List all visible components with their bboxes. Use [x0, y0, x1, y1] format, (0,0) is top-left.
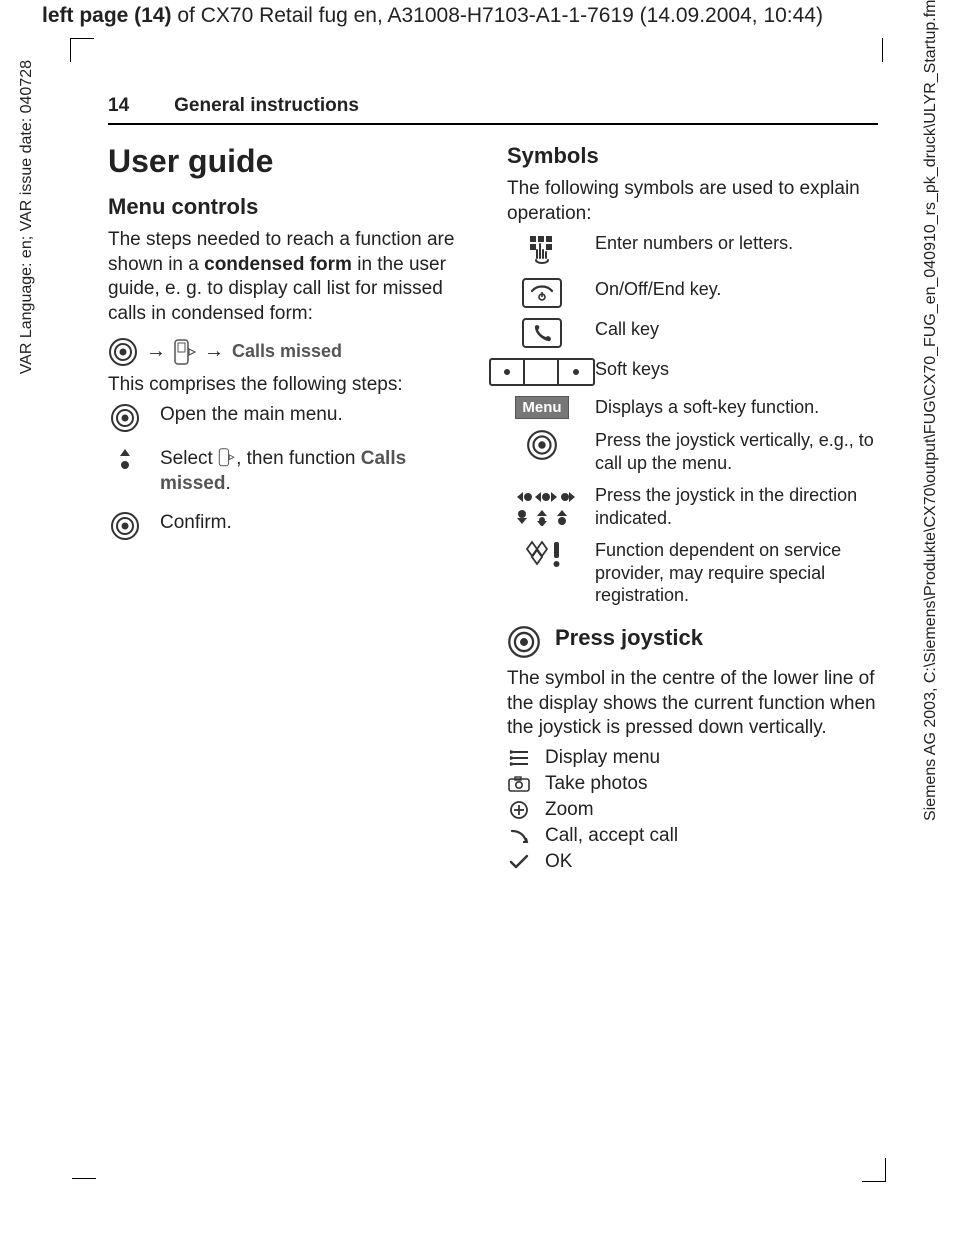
left-column: User guide Menu controls The steps neede…	[108, 143, 479, 877]
symbol-text: Function dependent on service provider, …	[595, 539, 878, 607]
symbol-text: Displays a soft-key function.	[595, 396, 878, 419]
symbol-text: Soft keys	[595, 358, 878, 381]
symbols-intro: The following symbols are used to explai…	[507, 177, 878, 226]
arrow-icon: →	[204, 340, 224, 363]
records-icon	[174, 339, 196, 365]
arrow-icon: →	[146, 340, 166, 363]
end-key-icon	[507, 278, 577, 308]
fn-row: Call, accept call	[507, 825, 878, 847]
menu-softkey-icon: Menu	[507, 396, 577, 419]
joystick-press-icon	[507, 625, 541, 659]
fn-text: Display menu	[545, 747, 660, 769]
symbol-row: Function dependent on service provider, …	[507, 539, 878, 607]
joystick-press-icon	[108, 511, 142, 541]
step2-text: Select , then function Calls missed.	[160, 447, 479, 496]
symbol-row: Call key	[507, 318, 878, 348]
call-key-icon	[507, 318, 577, 348]
press-joystick-heading: Press joystick	[507, 625, 878, 659]
running-head: 14 General instructions	[108, 95, 878, 125]
h2-menu-controls: Menu controls	[108, 194, 479, 220]
step-row: Confirm.	[108, 511, 479, 541]
fn-text: Call, accept call	[545, 825, 678, 847]
soft-keys-icon	[507, 358, 577, 386]
crop-mark	[72, 1178, 96, 1179]
symbol-row: Press the joystick in the direction indi…	[507, 484, 878, 529]
header-rest: of CX70 Retail fug en, A31008-H7103-A1-1…	[172, 4, 823, 27]
provider-dependent-icon	[507, 539, 577, 569]
header-bold: left page (14)	[42, 4, 172, 27]
fn-row: OK	[507, 851, 878, 873]
fn-text: OK	[545, 851, 572, 873]
crop-mark	[70, 38, 94, 62]
symbol-row: Soft keys	[507, 358, 878, 386]
side-note-left: VAR Language: en; VAR issue date: 040728	[18, 60, 36, 374]
fn-row: Zoom	[507, 799, 878, 821]
crop-mark	[862, 1158, 886, 1182]
joystick-press-icon	[108, 403, 142, 433]
h2-symbols: Symbols	[507, 143, 878, 169]
h1-user-guide: User guide	[108, 143, 479, 180]
right-column: Symbols The following symbols are used t…	[507, 143, 878, 877]
zoom-icon	[507, 800, 531, 820]
comprises-text: This comprises the following steps:	[108, 373, 479, 398]
intro-paragraph: The steps needed to reach a function are…	[108, 228, 479, 327]
menu-lines-icon	[507, 749, 531, 767]
fn-row: Display menu	[507, 747, 878, 769]
symbol-text: Press the joystick in the direction indi…	[595, 484, 878, 529]
h2-press-joystick: Press joystick	[555, 625, 703, 651]
page-body: 14 General instructions User guide Menu …	[108, 95, 878, 877]
side-note-right: Siemens AG 2003, C:\Siemens\Produkte\CX7…	[922, 0, 940, 1246]
camera-icon	[507, 776, 531, 792]
symbol-row: On/Off/End key.	[507, 278, 878, 308]
symbol-row: Menu Displays a soft-key function.	[507, 396, 878, 419]
section-title: General instructions	[174, 95, 359, 116]
press-paragraph: The symbol in the centre of the lower li…	[507, 667, 878, 741]
joystick-directions-icon	[507, 484, 577, 526]
page-number: 14	[108, 95, 129, 116]
call-arrow-icon	[507, 828, 531, 844]
symbol-text: On/Off/End key.	[595, 278, 878, 301]
symbol-text: Press the joystick vertically, e.g., to …	[595, 429, 878, 474]
joystick-press-icon	[507, 429, 577, 461]
condensed-sequence: → → Calls missed	[108, 337, 479, 367]
joystick-updown-icon	[108, 447, 142, 496]
symbol-text: Enter numbers or letters.	[595, 232, 878, 255]
joystick-press-icon	[108, 337, 138, 367]
step1-text: Open the main menu.	[160, 403, 479, 433]
fn-text: Zoom	[545, 799, 594, 821]
crop-mark	[882, 38, 883, 62]
symbol-row: Press the joystick vertically, e.g., to …	[507, 429, 878, 474]
fn-row: Take photos	[507, 773, 878, 795]
document-header: left page (14) of CX70 Retail fug en, A3…	[0, 0, 954, 38]
calls-missed-label: Calls missed	[232, 341, 342, 362]
step3-text: Confirm.	[160, 511, 479, 541]
symbol-text: Call key	[595, 318, 878, 341]
check-icon	[507, 854, 531, 870]
step-row: Open the main menu.	[108, 403, 479, 433]
fn-text: Take photos	[545, 773, 647, 795]
symbol-row: Enter numbers or letters.	[507, 232, 878, 268]
step-row: Select , then function Calls missed.	[108, 447, 479, 496]
keypad-hand-icon	[507, 232, 577, 268]
